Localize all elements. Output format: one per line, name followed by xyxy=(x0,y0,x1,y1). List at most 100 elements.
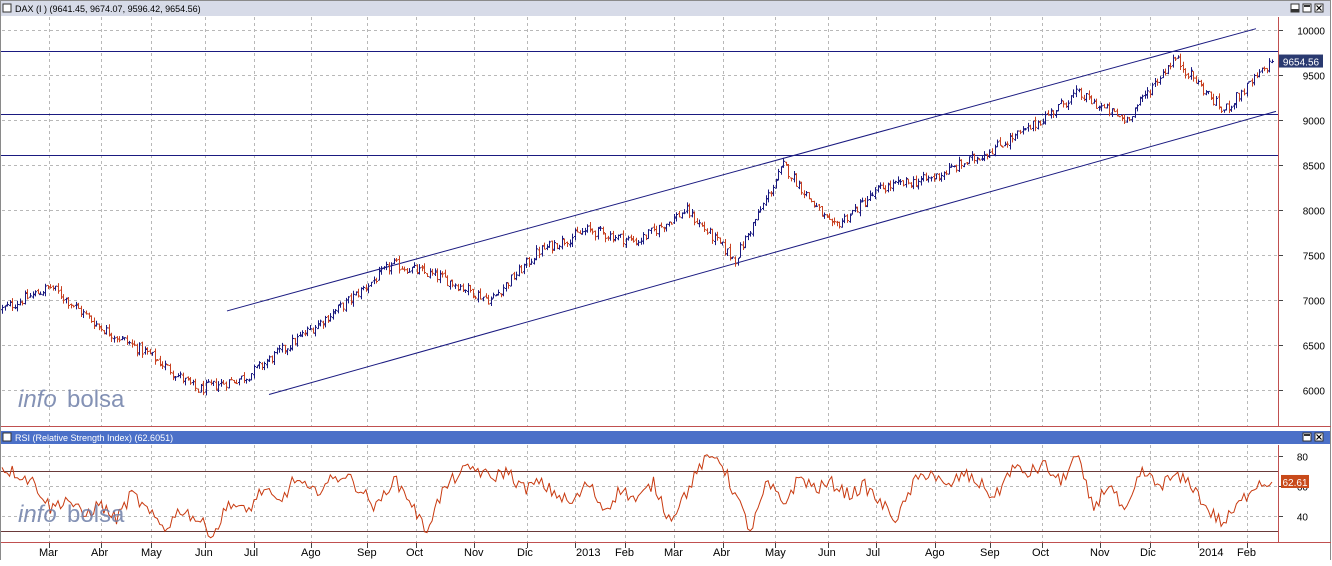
rsi-close-icon[interactable] xyxy=(1314,432,1324,442)
ohlc-bar xyxy=(296,333,299,347)
rsi-plot-area xyxy=(1,445,1278,542)
ohlc-bar xyxy=(151,351,154,356)
ohlc-bar xyxy=(6,301,9,307)
ohlc-bar xyxy=(1134,107,1137,118)
ohlc-bar xyxy=(54,285,57,291)
ohlc-bar xyxy=(1011,132,1014,143)
x-tick-label: Jul xyxy=(866,547,880,559)
ohlc-bar xyxy=(551,240,554,254)
ohlc-bar xyxy=(138,342,141,356)
maximize-icon[interactable] xyxy=(1302,3,1312,13)
close-icon[interactable] xyxy=(1314,3,1324,13)
ohlc-bar xyxy=(26,289,29,300)
ohlc-bar xyxy=(194,378,197,392)
rsi-line xyxy=(1,454,1273,539)
ohlc-bar xyxy=(541,245,544,257)
x-tick-label: Dic xyxy=(517,547,533,559)
ohlc-bar xyxy=(1200,79,1203,87)
ohlc-bar xyxy=(983,151,986,162)
ohlc-bar xyxy=(884,185,887,194)
ohlc-bar xyxy=(505,282,508,292)
ohlc-bar xyxy=(576,226,579,233)
ohlc-bar xyxy=(289,345,292,352)
ohlc-bar xyxy=(742,241,745,250)
ohlc-bar xyxy=(535,245,538,261)
ohlc-bar xyxy=(686,202,689,214)
ohlc-bar xyxy=(408,268,411,273)
ohlc-bar xyxy=(278,344,281,353)
x-tick-label: Abr xyxy=(91,547,108,559)
ohlc-bar xyxy=(894,180,897,184)
price-y-tick-label: 7000 xyxy=(1303,297,1326,308)
ohlc-bar xyxy=(775,178,778,189)
ohlc-bar xyxy=(1095,98,1098,109)
x-tick-label: 2013 xyxy=(576,547,600,559)
x-tick-label: May xyxy=(141,547,162,559)
ohlc-bar xyxy=(1253,73,1256,86)
ohlc-bar xyxy=(813,200,816,208)
ohlc-bar xyxy=(793,170,796,183)
ohlc-bar xyxy=(72,304,75,308)
ohlc-bar xyxy=(930,176,933,182)
ohlc-bar xyxy=(429,268,432,279)
ohlc-bar xyxy=(945,170,948,176)
ohlc-bar xyxy=(449,280,452,290)
ohlc-bar xyxy=(268,355,271,363)
ohlc-bar xyxy=(421,265,424,272)
ohlc-bar xyxy=(286,348,289,356)
ohlc-bar xyxy=(739,242,742,258)
panel-checkbox-icon[interactable] xyxy=(2,3,12,13)
ohlc-bar xyxy=(678,210,681,218)
price-y-tick-label: 7500 xyxy=(1303,252,1326,263)
ohlc-bar xyxy=(887,182,890,193)
x-tick-label: Mar xyxy=(664,547,683,559)
ohlc-bar xyxy=(32,291,35,299)
rsi-panel-checkbox-icon[interactable] xyxy=(2,432,12,442)
ohlc-bar xyxy=(245,378,248,384)
ohlc-bar xyxy=(235,379,238,385)
ohlc-bar xyxy=(459,283,462,291)
x-tick-label: Jul xyxy=(244,547,258,559)
ohlc-bar xyxy=(1207,90,1210,95)
ohlc-bar xyxy=(367,283,370,294)
ohlc-bar xyxy=(212,380,215,387)
ohlc-bar xyxy=(1123,114,1126,124)
rsi-plot-background xyxy=(1,445,1278,542)
ohlc-bar xyxy=(1215,95,1218,106)
ohlc-bar xyxy=(113,335,116,343)
x-tick-label: Mar xyxy=(39,547,58,559)
ohlc-bar xyxy=(614,234,617,242)
ohlc-bar xyxy=(632,236,635,243)
ohlc-bar xyxy=(365,284,368,292)
ohlc-bar xyxy=(324,315,327,328)
ohlc-bar xyxy=(762,202,765,211)
ohlc-bar xyxy=(34,290,37,297)
ohlc-bar xyxy=(1042,118,1045,125)
ohlc-bar xyxy=(533,257,536,265)
ohlc-bar xyxy=(266,358,269,369)
x-tick-label: Jun xyxy=(195,547,213,559)
ohlc-bar xyxy=(472,288,475,299)
ohlc-bar xyxy=(159,355,162,367)
ohlc-bar xyxy=(85,310,88,315)
ohlc-bar xyxy=(574,228,577,241)
ohlc-bar xyxy=(1047,110,1050,116)
ohlc-bar xyxy=(500,293,503,298)
ohlc-bar xyxy=(683,209,686,215)
ohlc-bar xyxy=(492,292,495,299)
ohlc-bar xyxy=(1098,105,1101,111)
rsi-maximize-icon[interactable] xyxy=(1302,432,1312,442)
ohlc-bar xyxy=(986,153,989,160)
ohlc-bar xyxy=(759,206,762,213)
x-tick-label: Dic xyxy=(1140,547,1156,559)
ohlc-bar xyxy=(877,185,880,193)
price-y-tick-label: 6000 xyxy=(1303,387,1326,398)
ohlc-bar xyxy=(525,257,528,268)
ohlc-bar xyxy=(215,378,218,391)
rsi-reference-lines xyxy=(1,471,1278,532)
ohlc-bar xyxy=(454,283,457,289)
ohlc-bar xyxy=(108,324,111,337)
ohlc-bar xyxy=(1144,90,1147,99)
ohlc-bar xyxy=(1080,87,1083,101)
